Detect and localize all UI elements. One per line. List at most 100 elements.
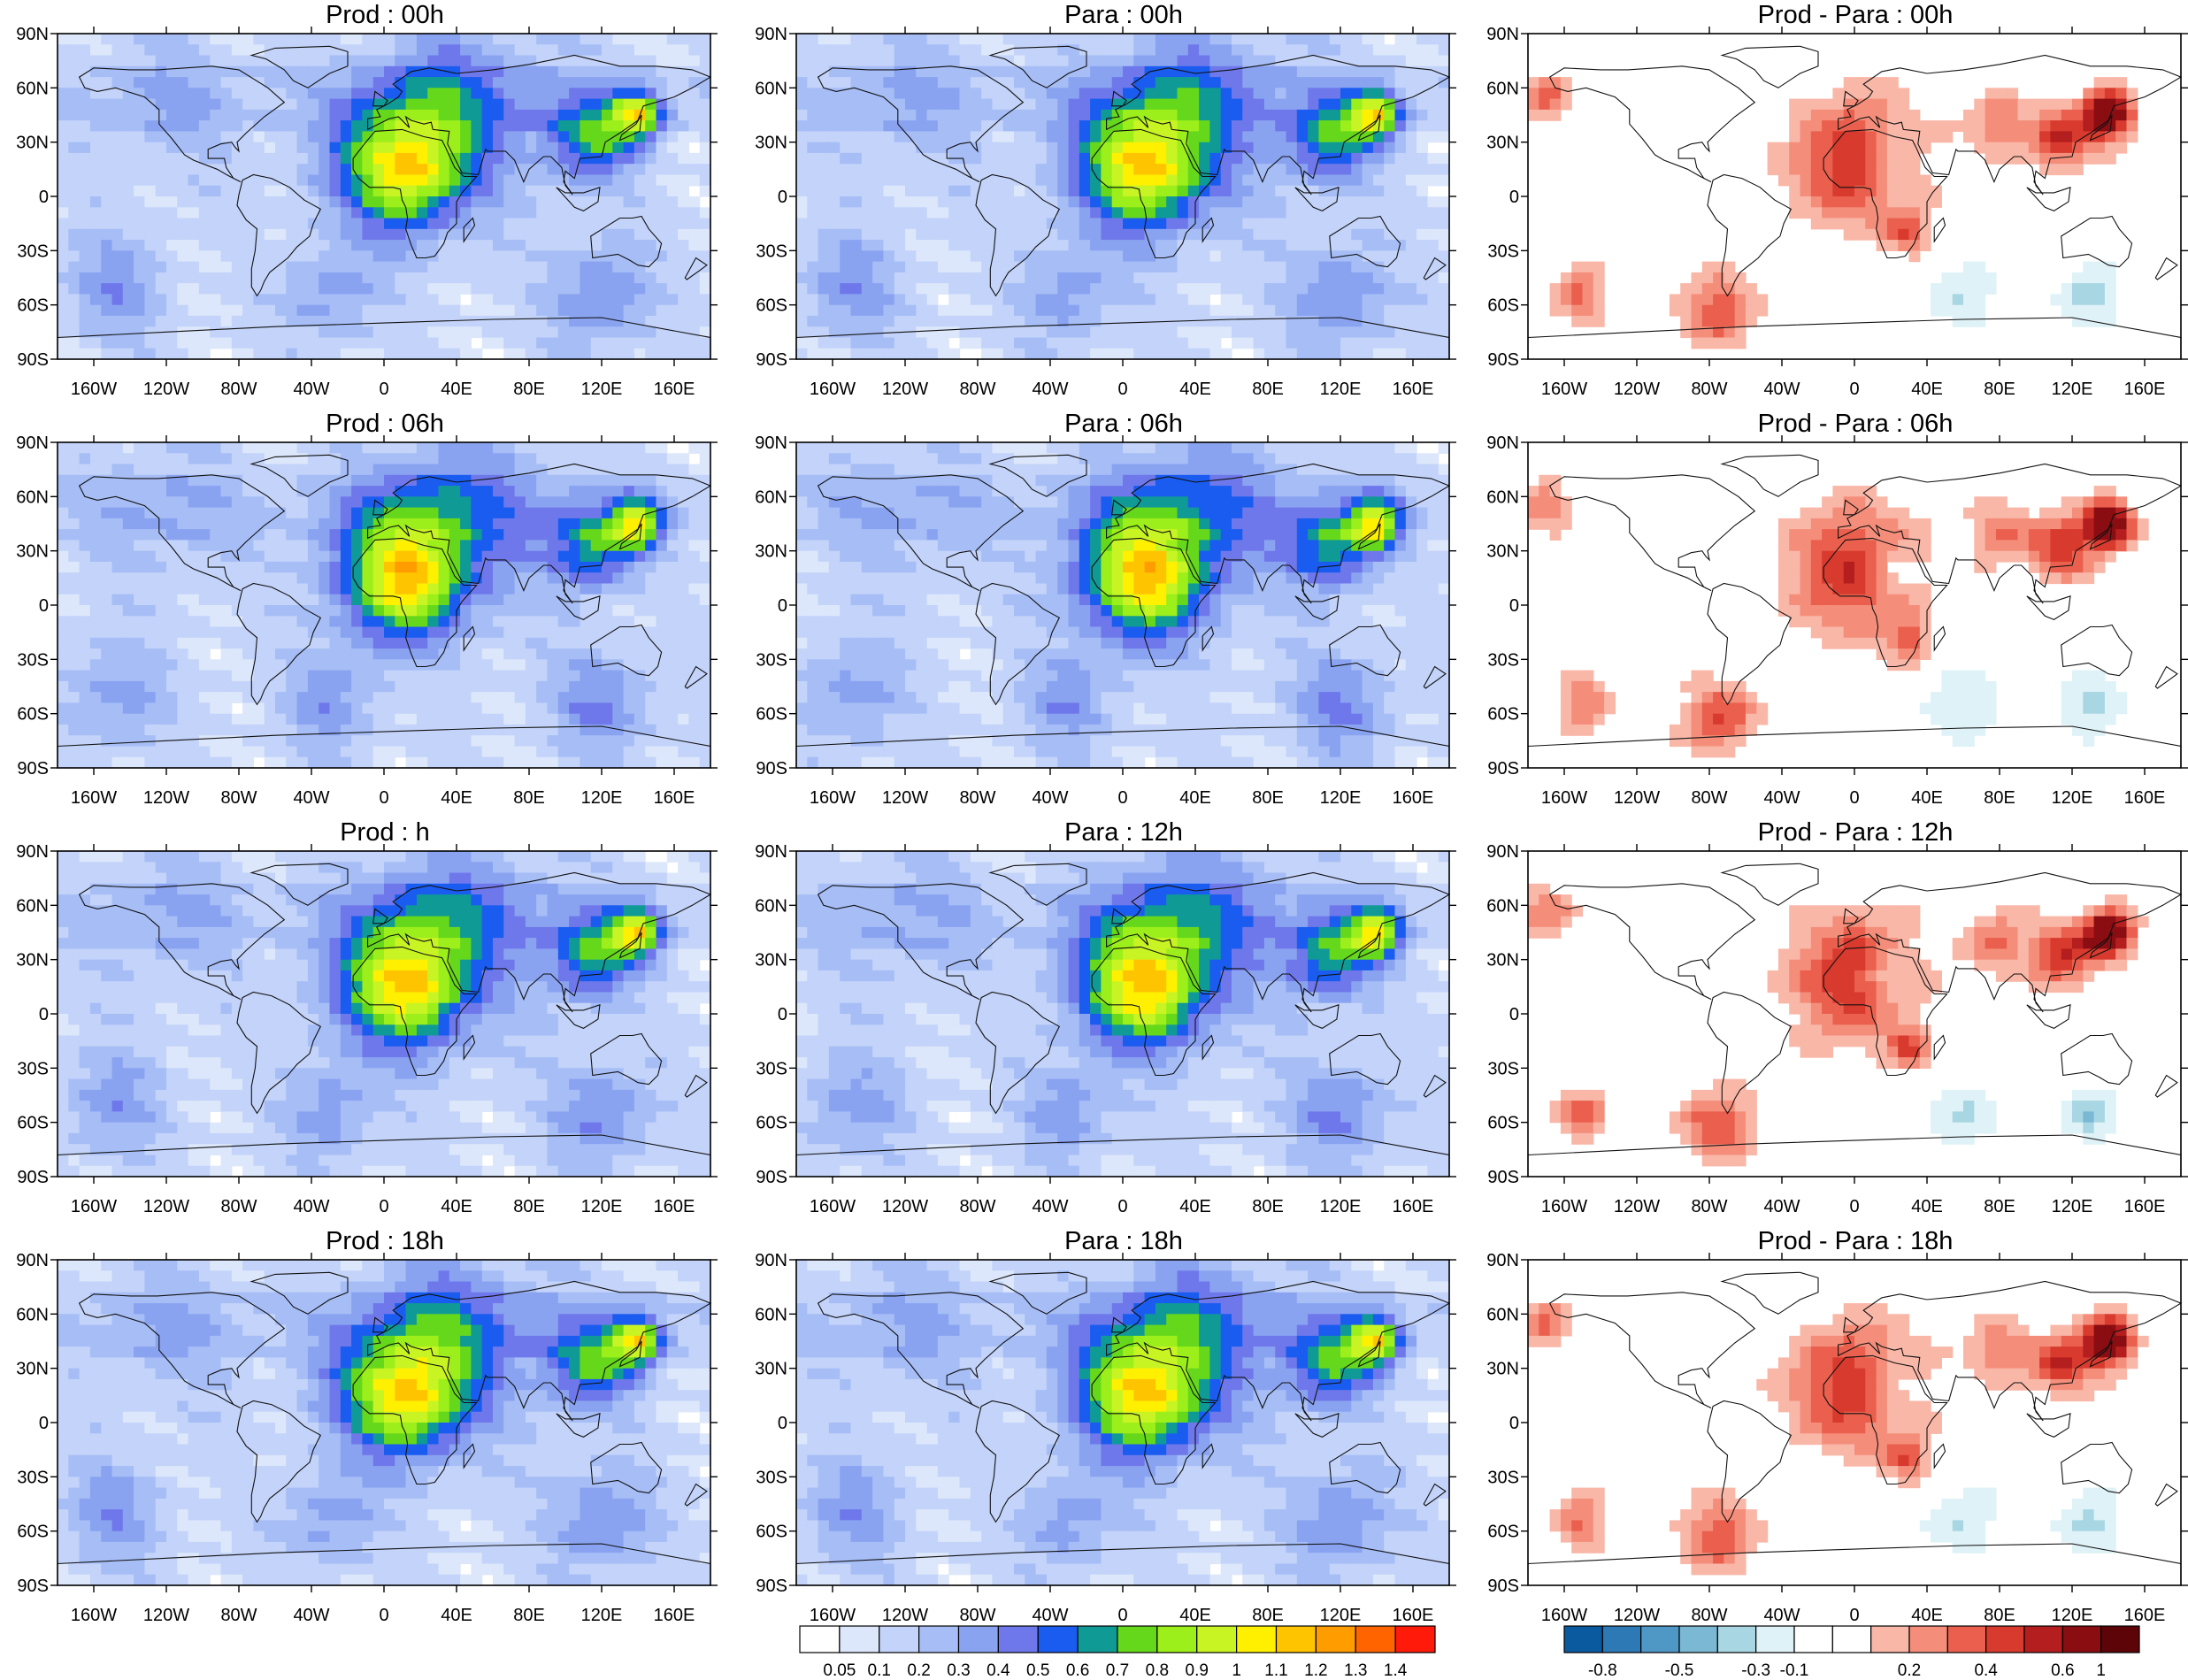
panel-title: Prod - Para : 06h (1757, 410, 1954, 438)
lon-tick-label: 80E (513, 788, 545, 808)
lat-tick-label: 90S (1487, 1168, 1519, 1187)
map-svg: 90N 60N 30N 0 30S 60S 90S 160W 120W 80W 40W 0 40E 80E… (755, 842, 1456, 1216)
shaded-field (796, 34, 1450, 360)
lat-tick-label: 60N (1486, 1305, 1519, 1324)
lat-tick-label: 60N (755, 896, 787, 916)
colorbar-box (1640, 1625, 1680, 1653)
lon-tick-label: 120W (143, 380, 189, 399)
lat-tick-label: 0 (1509, 188, 1519, 207)
lon-tick-label: 120E (2052, 788, 2093, 808)
lon-tick-label: 40W (1032, 1197, 1068, 1216)
lon-tick-label: 40E (1911, 380, 1943, 399)
lat-tick-label: 60N (755, 1305, 787, 1324)
lat-tick-label: 90N (16, 433, 49, 453)
lon-tick-label: 80W (220, 380, 257, 399)
panel-title: Para : 06h (1064, 410, 1183, 438)
lon-tick-label: 120W (1614, 1606, 1660, 1625)
lon-tick-label: 80E (1252, 1197, 1284, 1216)
lat-tick-label: 60N (16, 487, 49, 507)
lat-tick-label: 90S (756, 350, 787, 370)
map-svg: 90N 60N 30N 0 30S 60S 90S 160W 120W 80W 40W 0 40E 80E… (1486, 1251, 2188, 1625)
colorbar-box (1946, 1625, 1987, 1653)
colorbar-label: 0.1 (868, 1661, 891, 1677)
colorbar-box (1678, 1625, 1718, 1653)
lon-tick-label: 40E (1179, 1606, 1211, 1625)
lon-tick-label: 160W (810, 1606, 856, 1625)
colorbar-box (2100, 1625, 2140, 1653)
lat-tick-label: 30S (1487, 1059, 1519, 1078)
colorbar-box (879, 1625, 920, 1653)
lat-tick-label: 90S (1487, 759, 1519, 779)
colorbar-box (1908, 1625, 1948, 1653)
lat-tick-label: 30S (1487, 242, 1519, 261)
lon-tick-label: 160E (1393, 380, 1434, 399)
lat-tick-label: 30S (756, 650, 787, 670)
lon-tick-label: 120E (2052, 1606, 2093, 1625)
lon-tick-label: 160E (1393, 1197, 1434, 1216)
lon-tick-label: 40W (293, 1606, 329, 1625)
lat-tick-label: 90N (755, 25, 787, 44)
colorbar-box (2061, 1625, 2102, 1653)
lon-tick-label: 40W (1032, 380, 1068, 399)
colorbar-box (1236, 1625, 1278, 1653)
lon-tick-label: 160E (654, 380, 695, 399)
lat-tick-label: 60S (756, 1114, 787, 1133)
lon-tick-label: 80E (513, 380, 545, 399)
panel-title: Prod - Para : 18h (1757, 1227, 1954, 1255)
panel-title: Para : 18h (1064, 1227, 1183, 1255)
lon-tick-label: 0 (379, 788, 388, 808)
colorbar-box (1870, 1625, 1910, 1653)
lat-tick-label: 90N (755, 1251, 787, 1270)
colorbar-label: 1.4 (1384, 1661, 1408, 1677)
lat-tick-label: 30S (1487, 1468, 1519, 1487)
lon-tick-label: 80E (1984, 1606, 2015, 1625)
colorbar-box (1117, 1625, 1158, 1653)
map-svg: 90N 60N 30N 0 30S 60S 90S 160W 120W 80W 40W 0 40E 80E… (16, 25, 718, 399)
lon-tick-label: 80W (1691, 1197, 1727, 1216)
lon-tick-label: 160W (1541, 1606, 1587, 1625)
lon-tick-label: 120W (143, 1606, 189, 1625)
lat-tick-label: 60S (1487, 1523, 1519, 1542)
shaded-field (796, 1260, 1450, 1586)
lon-tick-label: 120W (882, 1197, 928, 1216)
lon-tick-label: 120E (1320, 788, 1362, 808)
lon-tick-label: 40W (1763, 380, 1800, 399)
lat-tick-label: 30N (16, 134, 49, 153)
lat-tick-label: 0 (39, 188, 49, 207)
lat-tick-label: 0 (778, 1414, 787, 1433)
lon-tick-label: 40E (1911, 788, 1943, 808)
lon-tick-label: 40E (1911, 1606, 1943, 1625)
lon-tick-label: 120W (1614, 788, 1660, 808)
lon-tick-label: 0 (1849, 788, 1859, 808)
lon-tick-label: 0 (1117, 1197, 1127, 1216)
field-colorbar: 0.05 0.1 0.2 0.3 0.4 0.5 0.6 0.7 0.8 0.9 1 1.1 1.2 1.… (799, 1625, 1436, 1677)
lon-tick-label: 120E (581, 380, 623, 399)
panel-title: Prod - Para : 12h (1757, 818, 1954, 847)
lon-tick-label: 120E (1320, 380, 1362, 399)
lat-tick-label: 60N (16, 79, 49, 98)
lon-tick-label: 160E (2124, 380, 2166, 399)
lon-tick-label: 160E (2124, 1197, 2166, 1216)
lon-tick-label: 120E (2052, 380, 2093, 399)
lat-tick-label: 30N (1486, 134, 1519, 153)
lon-tick-label: 80W (959, 788, 995, 808)
lat-tick-label: 60S (756, 705, 787, 725)
colorbar-label: 0.6 (2051, 1661, 2074, 1677)
lon-tick-label: 80E (1984, 380, 2015, 399)
map-svg: 90N 60N 30N 0 30S 60S 90S 160W 120W 80W 40W 0 40E 80E… (1486, 25, 2188, 399)
colorbar-box (1831, 1625, 1872, 1653)
lat-tick-label: 30N (16, 542, 49, 562)
lon-tick-label: 120W (882, 1606, 928, 1625)
lon-tick-label: 80E (1984, 788, 2015, 808)
colorbar-box (1196, 1625, 1238, 1653)
lon-tick-label: 160E (1393, 1606, 1434, 1625)
panel-title: Para : 12h (1064, 818, 1183, 847)
lon-tick-label: 40E (441, 1606, 472, 1625)
lon-tick-label: 160E (654, 788, 695, 808)
coastlines (795, 1271, 1451, 1586)
lon-tick-label: 160W (71, 380, 117, 399)
panel-title: Prod : 00h (326, 1, 444, 29)
coastlines (795, 863, 1451, 1178)
lat-tick-label: 30N (755, 134, 787, 153)
lon-tick-label: 40W (293, 380, 329, 399)
